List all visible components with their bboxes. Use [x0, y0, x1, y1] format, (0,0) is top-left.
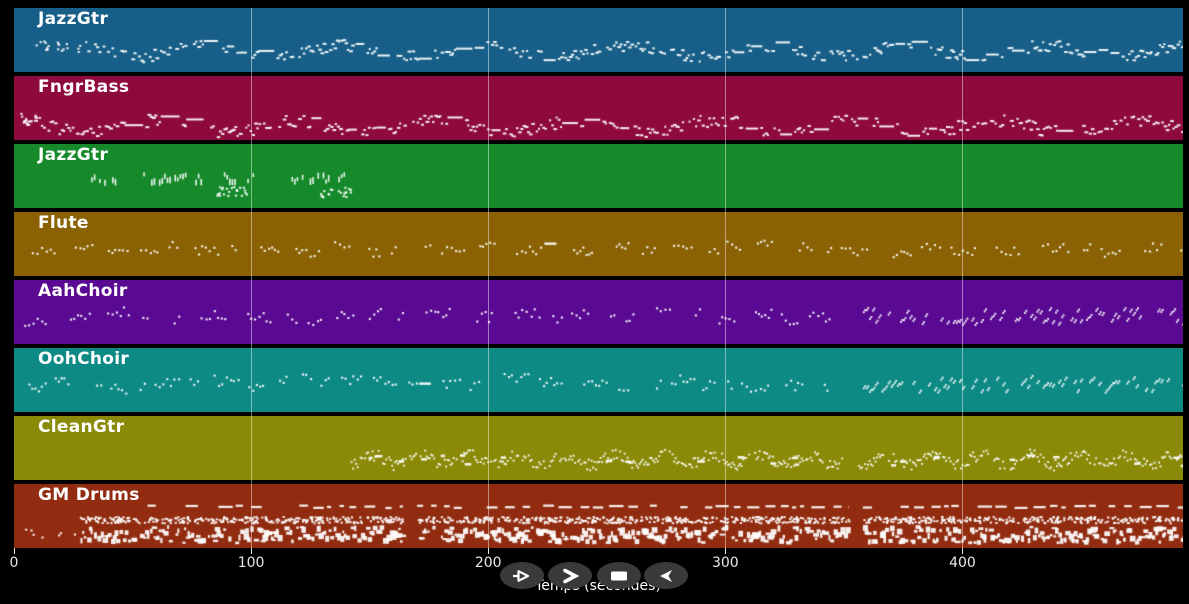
- playback-controls: [0, 562, 1189, 592]
- rewind-icon: [655, 568, 677, 584]
- axis-tick: [488, 548, 490, 554]
- gridline: [725, 8, 727, 548]
- track-row-flute: Flute: [14, 212, 1183, 276]
- fast-forward-icon: [559, 568, 581, 584]
- play-button[interactable]: [500, 562, 544, 589]
- stop-button[interactable]: [597, 562, 641, 589]
- note-events-canvas: [14, 280, 1183, 344]
- axis-tick: [962, 548, 964, 554]
- gridline: [962, 8, 964, 548]
- track-row-gm-drums: GM Drums: [14, 484, 1183, 548]
- rewind-button[interactable]: [644, 562, 688, 589]
- track-label: AahChoir: [38, 281, 128, 301]
- gridline: [488, 8, 490, 548]
- note-events-canvas: [14, 212, 1183, 276]
- track-label: Flute: [38, 213, 89, 233]
- note-events-canvas: [14, 484, 1183, 548]
- track-label: JazzGtr: [38, 9, 109, 29]
- track-row-cleangtr: CleanGtr: [14, 416, 1183, 480]
- fast-forward-button[interactable]: [548, 562, 592, 589]
- axis-tick-label: 300: [711, 555, 739, 571]
- axis-tick: [725, 548, 727, 554]
- note-events-canvas: [14, 416, 1183, 480]
- x-axis: 0 100 200 300 400: [10, 548, 1183, 582]
- axis-tick: [251, 548, 253, 554]
- track-label: GM Drums: [38, 485, 140, 505]
- note-events-canvas: [14, 144, 1183, 208]
- track-plot: JazzGtr FngrBass JazzGtr Flute AahChoir OohCh…: [14, 8, 1183, 548]
- track-row-aahchoir: AahChoir: [14, 280, 1183, 344]
- track-label: FngrBass: [38, 77, 130, 97]
- axis-tick: [14, 548, 15, 554]
- axis-tick-label: 0: [9, 555, 19, 571]
- axis-tick-label: 100: [237, 555, 265, 571]
- play-outline-icon: [511, 568, 533, 584]
- track-row-oohchoir: OohChoir: [14, 348, 1183, 412]
- note-events-canvas: [14, 8, 1183, 72]
- gridline: [251, 8, 253, 548]
- track-row-jazzgtr: JazzGtr: [14, 144, 1183, 208]
- track-row-jazzgtr: JazzGtr: [14, 8, 1183, 72]
- track-row-fngrbass: FngrBass: [14, 76, 1183, 140]
- axis-tick-label: 400: [949, 555, 976, 571]
- stop-icon: [608, 568, 630, 584]
- note-events-canvas: [14, 76, 1183, 140]
- axis-tick-label: 200: [474, 555, 502, 571]
- track-label: CleanGtr: [38, 417, 125, 437]
- track-label: OohChoir: [38, 349, 130, 369]
- track-label: JazzGtr: [38, 145, 109, 165]
- note-events-canvas: [14, 348, 1183, 412]
